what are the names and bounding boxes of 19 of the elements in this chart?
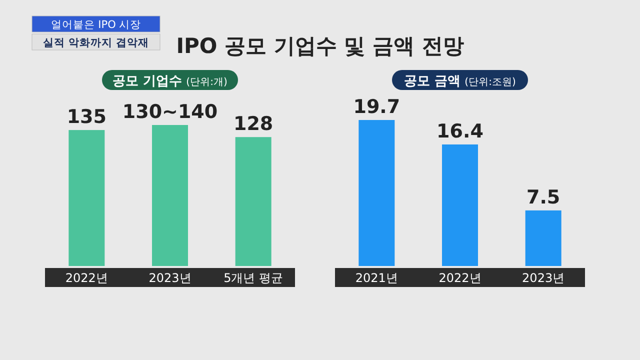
data-label: 7.5 <box>526 186 560 208</box>
text: 실적 악화까지 겹악재 <box>42 37 150 49</box>
data-label: 19.7 <box>353 96 400 118</box>
chart-subtitle: (단위:개) <box>186 77 228 88</box>
chart-title: 공모 기업수 <box>112 74 182 89</box>
x-tick-label: 5개년 평균 <box>224 271 284 285</box>
x-tick-label: 2023년 <box>148 271 192 285</box>
data-label: 128 <box>233 113 274 136</box>
x-tick-label: 2021년 <box>355 271 398 285</box>
data-label: 16.4 <box>436 120 484 142</box>
data-label: 130~140 <box>122 101 218 123</box>
x-tick-label: 2022년 <box>65 271 108 285</box>
chart-subtitle: (단위:조원) <box>464 77 516 88</box>
x-tick-label: 2023년 <box>522 271 565 285</box>
text: 얼어붙은 IPO 시장 <box>50 19 142 31</box>
text: IPO 공모 기업수 및 금액 전망 <box>176 34 464 58</box>
x-tick-label: 2022년 <box>438 271 482 285</box>
data-label: 135 <box>66 106 107 128</box>
chart-title: 공모 금액 <box>404 74 461 89</box>
